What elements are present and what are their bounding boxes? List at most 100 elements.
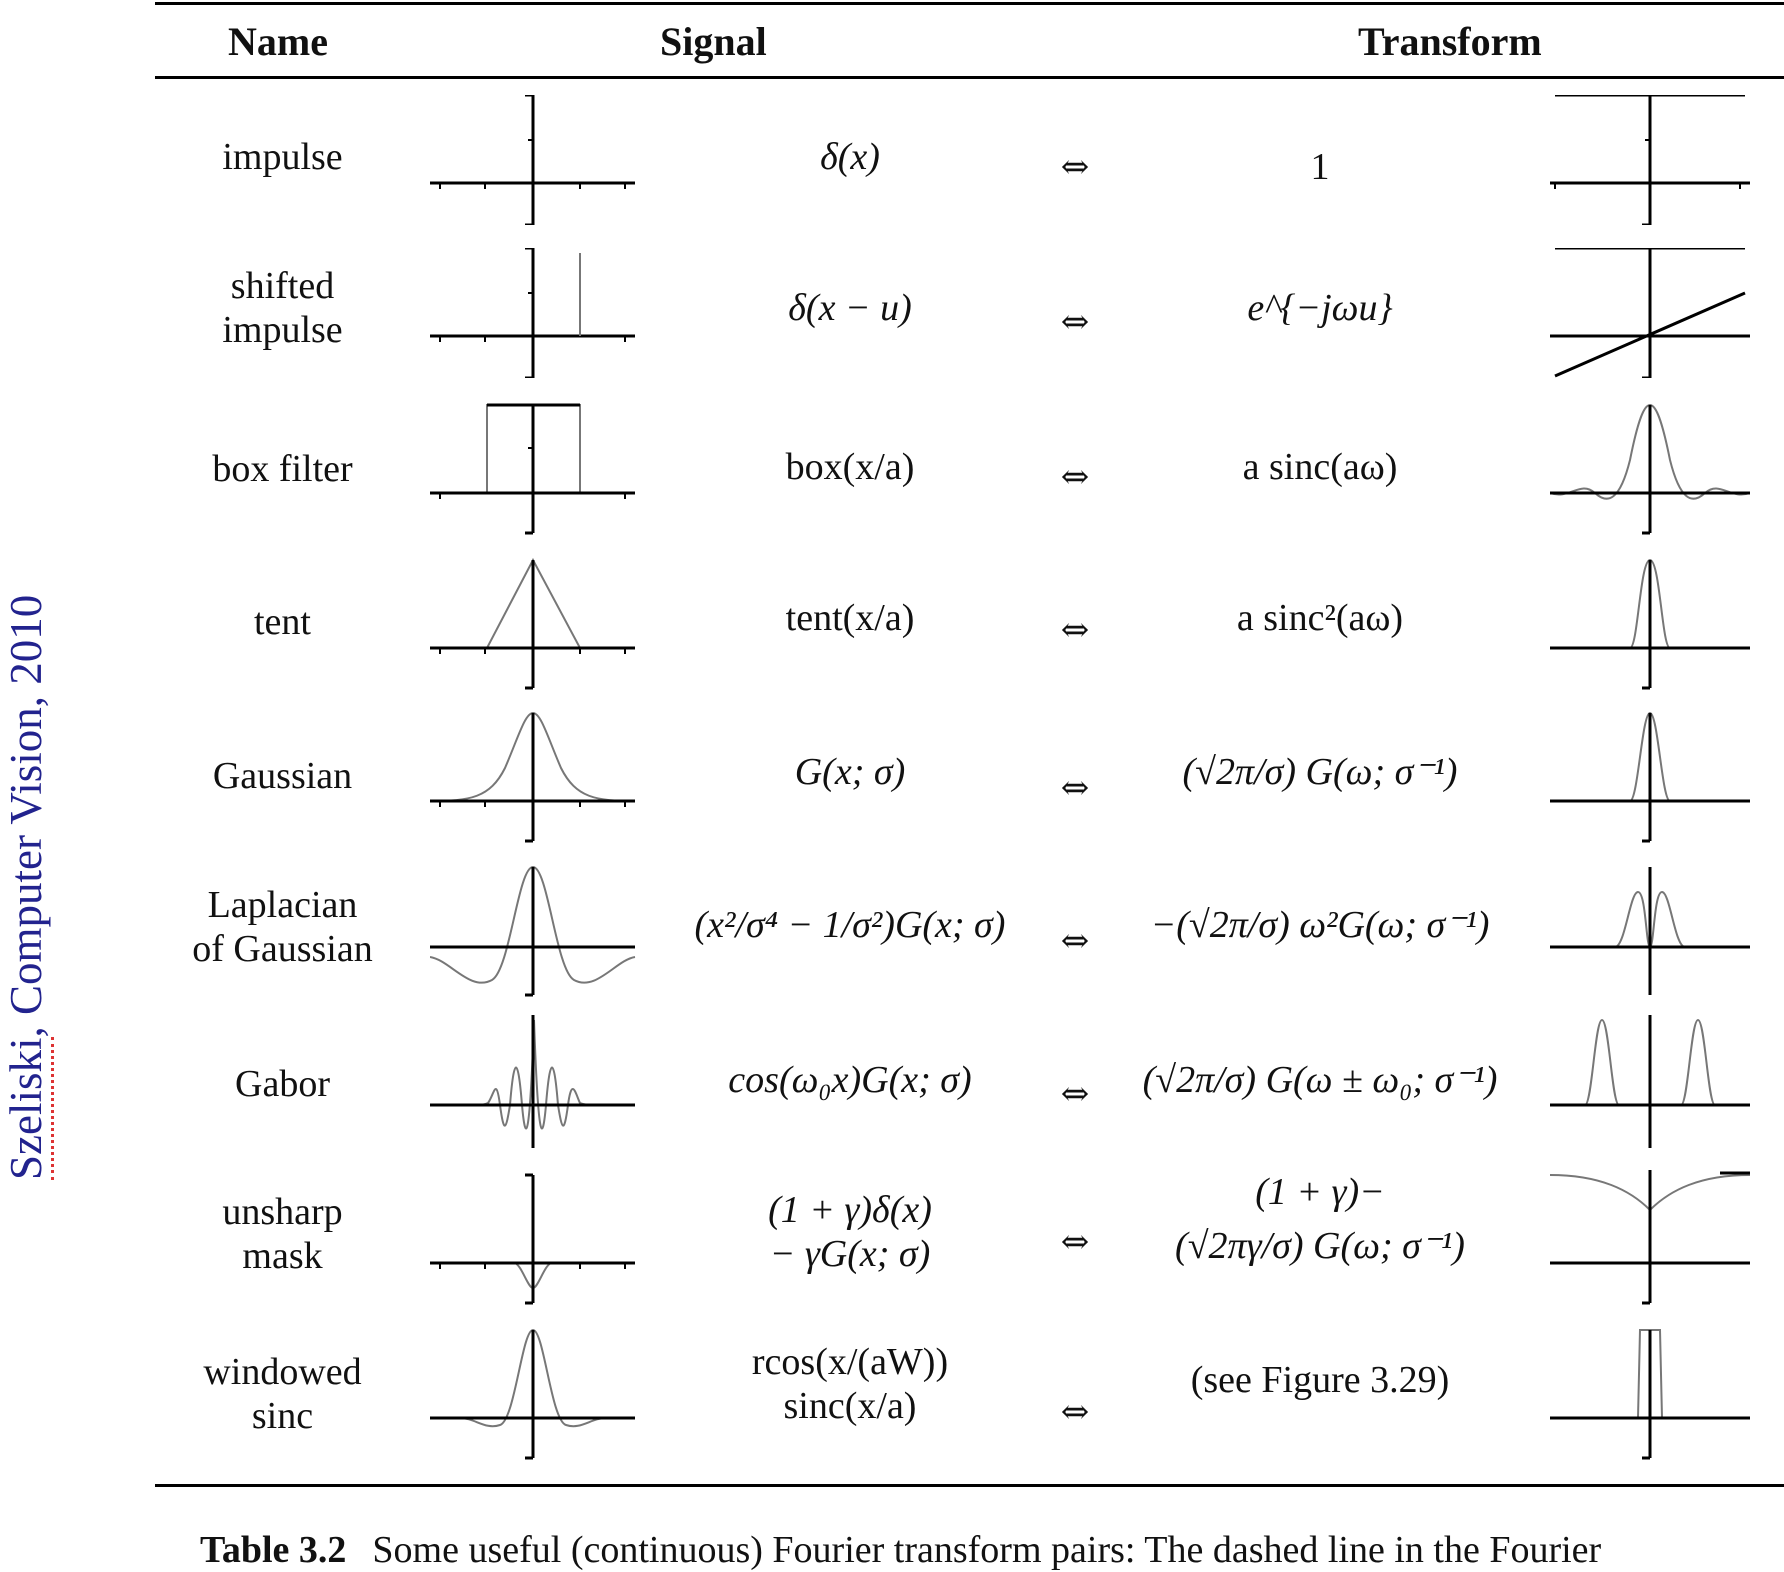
transform-formula: −(√2π/σ) ω²G(ω; σ⁻¹) bbox=[1150, 904, 1490, 946]
name-line: of Gaussian bbox=[192, 928, 373, 970]
transform-formula: (√2π/σ) G(ω ± ω₀; σ⁻¹) bbox=[1142, 1059, 1498, 1101]
row-signal: cos(ω₀x)G(x; σ) bbox=[680, 1058, 1020, 1102]
equivalence-arrow: ⇔ bbox=[1060, 457, 1090, 497]
top-rule bbox=[155, 2, 1784, 5]
row-signal: δ(x) bbox=[680, 135, 1020, 179]
caption-text: Some useful (continuous) Fourier transfo… bbox=[372, 1529, 1602, 1571]
name-line: impulse bbox=[222, 136, 343, 178]
row-transform: a sinc(aω) bbox=[1120, 445, 1520, 489]
name-line: unsharp bbox=[222, 1191, 343, 1233]
header-rule bbox=[155, 76, 1784, 79]
header-transform: Transform bbox=[1358, 19, 1542, 64]
plot-log-signal bbox=[430, 865, 636, 997]
transform-formula: e^{−jωu} bbox=[1247, 287, 1393, 329]
row-signal: (x²/σ⁴ − 1/σ²)G(x; σ) bbox=[670, 903, 1030, 947]
row-transform: 1 bbox=[1120, 145, 1520, 189]
signal-formula: cos(ω₀x)G(x; σ) bbox=[728, 1059, 972, 1101]
plot-unsharp-signal bbox=[430, 1173, 635, 1305]
row-signal: (1 + γ)δ(x) − γG(x; σ) bbox=[680, 1188, 1020, 1276]
row-signal: δ(x − u) bbox=[680, 286, 1020, 330]
signal-formula: tent(x/a) bbox=[785, 597, 915, 639]
row-name: Gabor bbox=[170, 1062, 395, 1106]
row-signal: box(x/a) bbox=[680, 445, 1020, 489]
name-line: tent bbox=[254, 601, 311, 643]
name-line: Gaussian bbox=[212, 755, 353, 797]
row-transform: (√2π/σ) G(ω ± ω₀; σ⁻¹) bbox=[1120, 1058, 1520, 1102]
row-signal: rcos(x/(aW)) sinc(x/a) bbox=[680, 1340, 1020, 1428]
row-transform: (see Figure 3.29) bbox=[1120, 1358, 1520, 1402]
citation-rest: , Computer Vision, 2010 bbox=[1, 594, 51, 1038]
header-signal: Signal bbox=[660, 19, 767, 64]
signal-formula: sinc(x/a) bbox=[783, 1385, 917, 1427]
plot-windowed-sinc-transform bbox=[1550, 1329, 1750, 1460]
row-transform: −(√2π/σ) ω²G(ω; σ⁻¹) bbox=[1120, 903, 1520, 947]
row-transform: e^{−jωu} bbox=[1120, 286, 1520, 330]
signal-formula: − γG(x; σ) bbox=[769, 1233, 931, 1275]
plot-impulse-transform bbox=[1550, 95, 1750, 225]
equivalence-arrow: ⇔ bbox=[1060, 1074, 1090, 1114]
name-line: box filter bbox=[212, 448, 353, 490]
equivalence-arrow: ⇔ bbox=[1060, 147, 1090, 187]
transform-formula: a sinc²(aω) bbox=[1236, 597, 1404, 639]
equivalence-arrow: ⇔ bbox=[1060, 1222, 1090, 1262]
name-line: sinc bbox=[251, 1395, 314, 1437]
equivalence-arrow: ⇔ bbox=[1060, 610, 1090, 650]
plot-shifted-impulse-signal bbox=[430, 248, 635, 378]
transform-formula: (√2π/σ) G(ω; σ⁻¹) bbox=[1182, 751, 1458, 793]
transform-formula: (see Figure 3.29) bbox=[1190, 1359, 1450, 1401]
row-name: Gaussian bbox=[170, 754, 395, 798]
row-signal: tent(x/a) bbox=[680, 596, 1020, 640]
transform-formula: (√2πγ/σ) G(ω; σ⁻¹) bbox=[1175, 1225, 1465, 1267]
row-name: box filter bbox=[170, 447, 395, 491]
row-name: Laplacian of Gaussian bbox=[170, 883, 395, 971]
bottom-rule bbox=[155, 1484, 1784, 1487]
row-name: tent bbox=[170, 600, 395, 644]
signal-formula: box(x/a) bbox=[785, 446, 915, 488]
signal-formula: G(x; σ) bbox=[794, 751, 906, 793]
table-caption: Table 3.2 Some useful (continuous) Fourie… bbox=[200, 1528, 1601, 1572]
plot-windowed-sinc-signal bbox=[430, 1328, 635, 1460]
plot-box-transform bbox=[1550, 403, 1750, 535]
row-name: windowed sinc bbox=[170, 1350, 395, 1438]
equivalence-arrow: ⇔ bbox=[1060, 1392, 1090, 1432]
row-name: shifted impulse bbox=[170, 264, 395, 352]
plot-gaussian-transform bbox=[1550, 711, 1750, 843]
equivalence-arrow: ⇔ bbox=[1060, 302, 1090, 342]
name-line: impulse bbox=[222, 309, 343, 351]
plot-impulse-signal bbox=[430, 95, 635, 225]
header-name: Name bbox=[228, 19, 328, 64]
equivalence-arrow: ⇔ bbox=[1060, 921, 1090, 961]
row-transform: (√2π/σ) G(ω; σ⁻¹) bbox=[1120, 750, 1520, 794]
caption-label: Table 3.2 bbox=[200, 1529, 347, 1571]
signal-formula: rcos(x/(aW)) bbox=[751, 1341, 949, 1383]
plot-gabor-signal bbox=[430, 1015, 636, 1148]
plot-box-signal bbox=[430, 403, 635, 535]
sidebar-citation: Szeliski, Computer Vision, 2010 bbox=[0, 594, 54, 1180]
row-name: unsharp mask bbox=[170, 1190, 395, 1278]
row-name: impulse bbox=[170, 135, 395, 179]
signal-formula: (1 + γ)δ(x) bbox=[768, 1189, 932, 1231]
plot-log-transform bbox=[1550, 867, 1750, 995]
row-signal: G(x; σ) bbox=[680, 750, 1020, 794]
name-line: mask bbox=[242, 1235, 323, 1277]
signal-formula: δ(x − u) bbox=[788, 287, 912, 329]
plot-shifted-impulse-transform bbox=[1550, 248, 1750, 378]
row-transform: (1 + γ)− (√2πγ/σ) G(ω; σ⁻¹) bbox=[1120, 1170, 1520, 1268]
row-transform: a sinc²(aω) bbox=[1120, 596, 1520, 640]
transform-formula: (1 + γ)− bbox=[1255, 1171, 1385, 1213]
author-link[interactable]: Szeliski bbox=[1, 1037, 54, 1180]
transform-formula: a sinc(aω) bbox=[1242, 446, 1398, 488]
plot-gabor-transform bbox=[1550, 1015, 1750, 1148]
name-line: windowed bbox=[203, 1351, 362, 1393]
plot-gaussian-signal bbox=[430, 711, 636, 843]
name-line: shifted bbox=[230, 265, 335, 307]
name-line: Laplacian bbox=[207, 884, 358, 926]
signal-formula: (x²/σ⁴ − 1/σ²)G(x; σ) bbox=[694, 904, 1006, 946]
plot-tent-transform bbox=[1550, 558, 1750, 690]
plot-tent-signal bbox=[430, 557, 635, 690]
signal-formula: δ(x) bbox=[820, 136, 880, 178]
equivalence-arrow: ⇔ bbox=[1060, 768, 1090, 808]
name-line: Gabor bbox=[235, 1063, 330, 1105]
transform-formula: 1 bbox=[1310, 146, 1330, 188]
plot-unsharp-transform bbox=[1550, 1170, 1750, 1305]
